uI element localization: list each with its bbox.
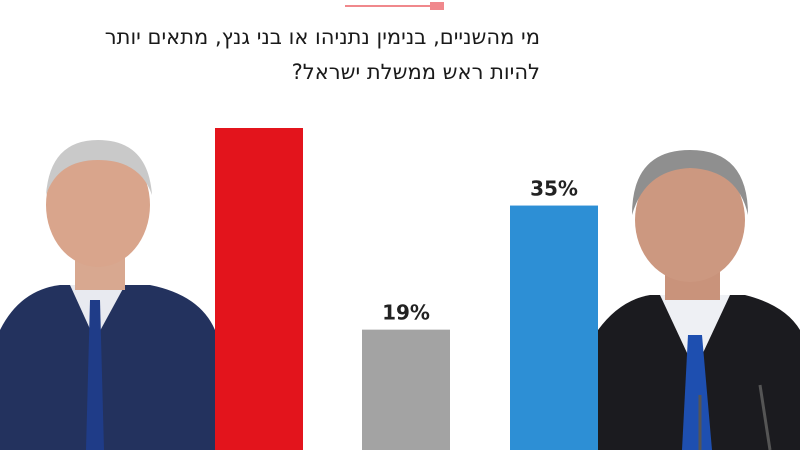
logo xyxy=(345,2,444,10)
value-label: 35% xyxy=(530,177,578,201)
chart-title: מי מהשניים, בנימין נתניהו או בני גנץ, מת… xyxy=(105,25,540,49)
bar xyxy=(215,128,303,450)
value-label: 19% xyxy=(382,301,430,325)
portrait-right xyxy=(598,150,800,450)
bar xyxy=(362,329,450,450)
chart-title: להיות ראש ממשלת ישראל? xyxy=(292,60,540,84)
bar xyxy=(510,205,598,450)
portrait-left xyxy=(0,140,215,450)
